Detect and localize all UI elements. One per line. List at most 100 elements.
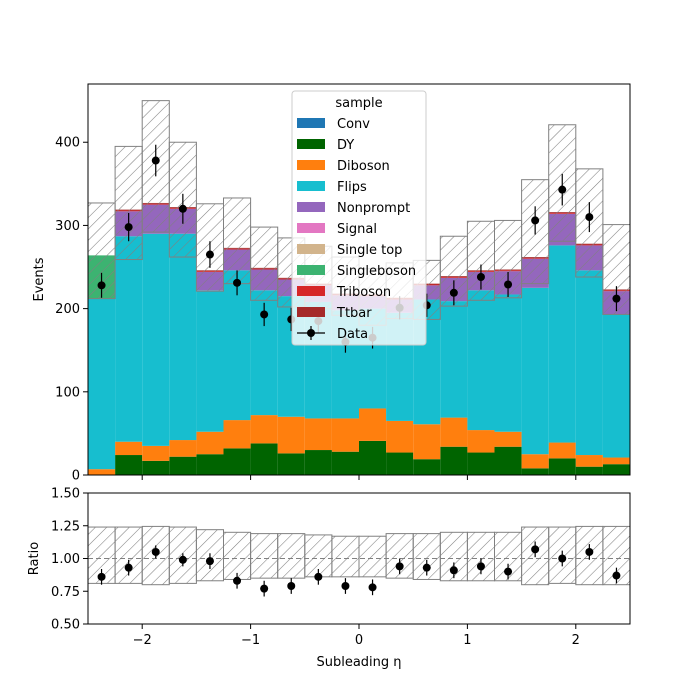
bar-segment — [359, 440, 387, 475]
legend-label: Conv — [337, 117, 370, 132]
main-y-axis-label: Events — [32, 257, 47, 301]
x-tick-label: 2 — [572, 633, 580, 648]
data-point — [585, 213, 594, 222]
main-panel: 0 100 200 300 400 Events — [32, 83, 631, 484]
bar-segment — [602, 457, 630, 465]
legend-label: DY — [337, 138, 354, 153]
legend-label: Diboson — [337, 159, 390, 174]
y-tick-label: 200 — [55, 302, 80, 317]
bar-segment — [88, 298, 116, 470]
bar-segment — [494, 431, 522, 447]
ratio-point — [124, 563, 133, 572]
legend-label: Singleboson — [337, 264, 416, 279]
bar-segment — [142, 460, 170, 475]
ratio-panel: 0.50 0.75 1.00 1.25 1.50 −2 −1 0 1 2 Ratio Suble… — [27, 487, 631, 670]
bar-segment — [548, 245, 576, 443]
band-segment — [223, 197, 252, 285]
bar-segment — [196, 454, 224, 475]
legend-item: Flips — [297, 180, 367, 195]
bar-segment — [223, 420, 251, 449]
ratio-point — [531, 545, 540, 554]
bar-segment — [223, 448, 251, 475]
legend-box — [291, 90, 427, 346]
bar-segment — [277, 453, 305, 475]
legend-items: Conv DY Diboson Flips Nonprompt Signal Single … — [297, 117, 416, 342]
bar-segment — [331, 418, 359, 452]
ratio-band-segment — [331, 535, 360, 578]
bar-segment — [494, 294, 522, 432]
legend-swatch — [297, 223, 325, 233]
bar-segment — [142, 445, 170, 461]
bar-segment — [115, 441, 143, 456]
data-point — [531, 216, 540, 225]
bar-segment — [602, 314, 630, 458]
ratio-y-tick-label: 1.50 — [51, 487, 80, 502]
ratio-point — [151, 547, 160, 556]
legend-item: Diboson — [297, 159, 390, 174]
ratio-plot-area — [88, 525, 630, 597]
data-point — [205, 250, 214, 259]
y-tick-label: 400 — [55, 136, 80, 151]
x-tick-label: 0 — [355, 633, 363, 648]
legend-label: Nonprompt — [337, 201, 410, 216]
band-segment — [114, 145, 143, 261]
ratio-y-tick-label: 1.25 — [51, 519, 80, 534]
bar-segment — [494, 446, 522, 475]
data-point — [97, 281, 106, 290]
y-tick-label: 0 — [72, 469, 80, 484]
x-tick-label: −1 — [241, 633, 260, 648]
ratio-y-tick-label: 1.00 — [51, 552, 80, 567]
bar-segment — [88, 469, 116, 475]
ratio-points — [97, 541, 621, 597]
ratio-point — [368, 583, 377, 592]
bar-segment — [440, 417, 468, 447]
y-tick-label: 300 — [55, 219, 80, 234]
ratio-band-segment — [358, 535, 387, 578]
legend-swatch — [297, 202, 325, 212]
data-point — [178, 204, 187, 213]
ratio-uncertainty-band — [88, 525, 630, 586]
bar-segment — [169, 233, 197, 441]
legend-item: Triboson — [297, 285, 391, 300]
ratio-point — [97, 572, 106, 581]
bar-segment — [548, 442, 576, 459]
bar-segment — [250, 415, 278, 444]
bar-segment — [521, 454, 549, 469]
bar-segment — [521, 287, 549, 455]
data-point — [476, 273, 485, 282]
bar-segment — [548, 458, 576, 475]
main-x-ticks — [141, 475, 577, 480]
x-tick-label: −2 — [133, 633, 152, 648]
legend-item: Ttbar — [297, 306, 372, 321]
legend-label: Triboson — [336, 285, 391, 300]
bar-segment — [115, 236, 143, 442]
bar-segment — [467, 290, 495, 431]
legend-swatch — [297, 181, 325, 191]
data-point — [124, 223, 133, 232]
ratio-point — [260, 584, 269, 593]
bar-segment — [304, 418, 332, 451]
bar-segment — [467, 452, 495, 475]
legend-item: DY — [297, 138, 354, 153]
ratio-point — [341, 582, 350, 591]
bar-segment — [602, 464, 630, 475]
ratio-point — [314, 572, 323, 581]
legend-item: Singleboson — [297, 264, 416, 279]
ratio-y-tick-label: 0.75 — [51, 585, 80, 600]
ratio-point — [395, 562, 404, 571]
ratio-point — [558, 554, 567, 563]
data-point — [260, 310, 269, 319]
legend-item: Signal — [297, 222, 377, 237]
bar-segment — [440, 301, 468, 418]
data-point — [233, 278, 242, 287]
ratio-y-axis: 0.50 0.75 1.00 1.25 1.50 — [51, 487, 88, 633]
legend-swatch — [297, 244, 325, 254]
legend-swatch — [297, 265, 325, 275]
legend-label: Flips — [337, 180, 367, 195]
data-point — [449, 288, 458, 297]
ratio-point — [612, 571, 621, 580]
legend-swatch — [297, 160, 325, 170]
bar-segment — [413, 459, 441, 475]
legend-data-marker — [307, 329, 315, 337]
